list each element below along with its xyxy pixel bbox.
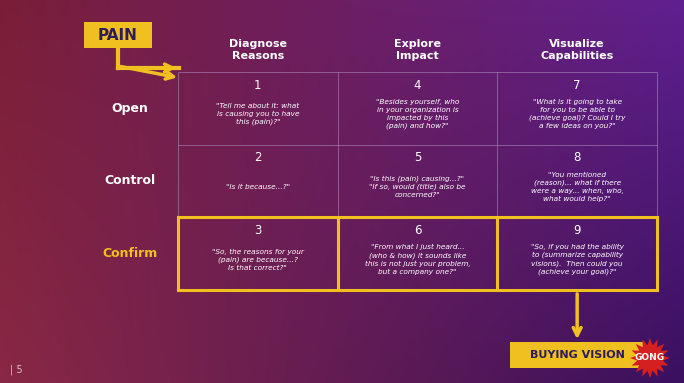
Text: Control: Control <box>105 175 155 188</box>
Text: BUYING VISION: BUYING VISION <box>529 350 624 360</box>
Text: 5: 5 <box>414 151 421 164</box>
Text: 7: 7 <box>573 79 581 92</box>
Text: 6: 6 <box>414 224 421 237</box>
Text: GONG: GONG <box>635 354 665 362</box>
Text: Confirm: Confirm <box>103 247 157 260</box>
Text: Diagnose
Reasons: Diagnose Reasons <box>229 39 287 61</box>
Text: "So, the reasons for your
(pain) are because...?
Is that correct?": "So, the reasons for your (pain) are bec… <box>212 249 304 270</box>
Bar <box>178 217 657 290</box>
Text: "What is it going to take
for you to be able to
(achieve goal)? Could I try
a fe: "What is it going to take for you to be … <box>529 99 625 129</box>
Text: 3: 3 <box>254 224 261 237</box>
Text: "So, if you had the ability
to (summarize capability
visions).  Then could you
(: "So, if you had the ability to (summariz… <box>531 244 624 275</box>
Polygon shape <box>630 338 670 378</box>
Text: | 5: | 5 <box>10 365 23 375</box>
Text: 2: 2 <box>254 151 261 164</box>
Text: 8: 8 <box>573 151 581 164</box>
FancyBboxPatch shape <box>510 342 644 368</box>
Text: "Tell me about it: what
is causing you to have
this (pain)?": "Tell me about it: what is causing you t… <box>216 103 300 125</box>
Text: Visualize
Capabilities: Visualize Capabilities <box>540 39 614 61</box>
Text: 4: 4 <box>414 79 421 92</box>
Text: "Is it because...?": "Is it because...?" <box>226 184 290 190</box>
Text: "You mentioned
(reason)... what if there
were a way... when, who,
what would hel: "You mentioned (reason)... what if there… <box>531 172 624 202</box>
Text: "From what I just heard...
(who & how) it sounds like
this is not just your prob: "From what I just heard... (who & how) i… <box>365 244 471 275</box>
Text: PAIN: PAIN <box>98 28 138 43</box>
Text: Open: Open <box>111 102 148 115</box>
Text: "Besides yourself, who
in your organization is
impacted by this
(pain) and how?": "Besides yourself, who in your organizat… <box>376 99 459 129</box>
FancyBboxPatch shape <box>84 22 152 48</box>
Bar <box>178 72 657 290</box>
Text: Explore
Impact: Explore Impact <box>394 39 441 61</box>
Text: 1: 1 <box>254 79 261 92</box>
Text: 9: 9 <box>573 224 581 237</box>
Text: "Is this (pain) causing...?"
"If so, would (title) also be
concerned?": "Is this (pain) causing...?" "If so, wou… <box>369 175 466 198</box>
